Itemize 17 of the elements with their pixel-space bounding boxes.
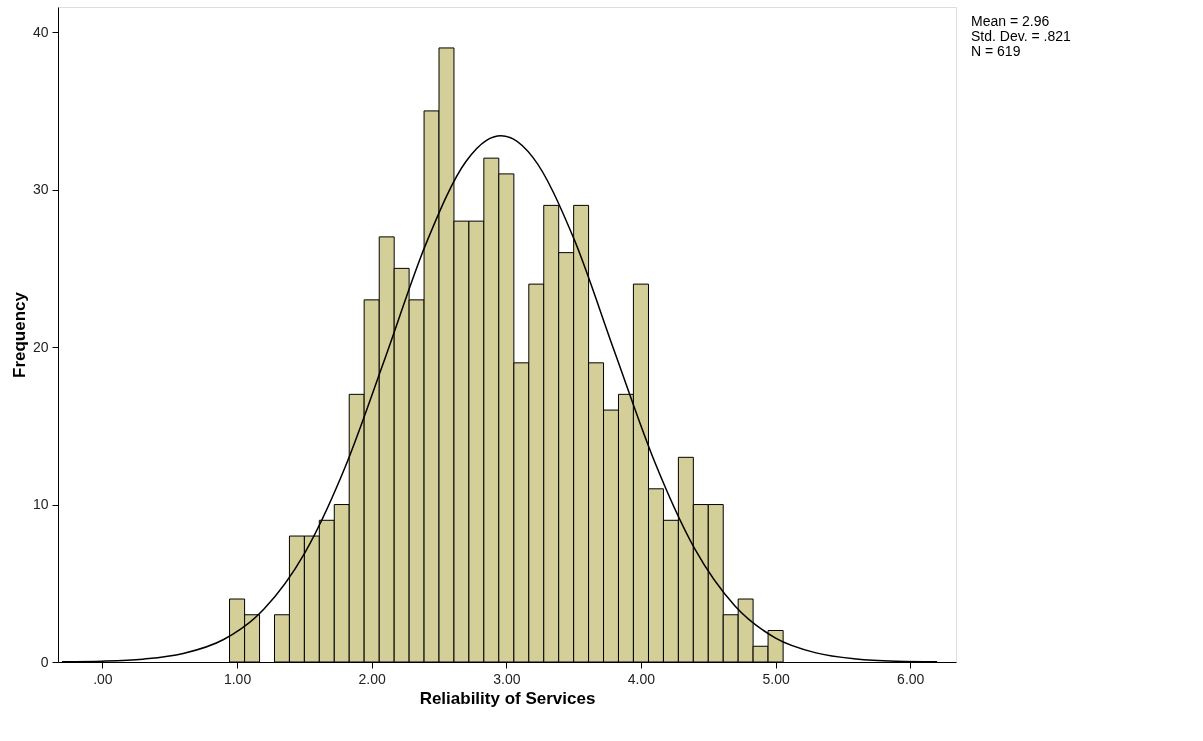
x-tick-label: 3.00 — [493, 670, 521, 687]
x-tick-label: .00 — [93, 670, 113, 687]
x-tick-label: 6.00 — [897, 670, 925, 687]
text: N = 619 — [971, 43, 1021, 59]
y-tick-label: 10 — [32, 496, 49, 513]
text: Mean = 2.96 — [971, 13, 1050, 29]
y-tick-label: 0 — [40, 653, 49, 670]
x-tick-label: 2.00 — [358, 670, 387, 687]
x-tick-label: 1.00 — [223, 670, 252, 687]
y-axis-title: Frequency — [9, 291, 29, 378]
x-axis-title: Reliability of Services — [419, 688, 596, 708]
x-tick-label: 5.00 — [762, 670, 790, 687]
x-tick-label: 4.00 — [627, 670, 656, 687]
y-tick-label: 40 — [32, 23, 49, 40]
y-tick-label: 20 — [32, 338, 49, 355]
y-tick-label: 30 — [32, 181, 49, 198]
text: Std. Dev. = .821 — [971, 28, 1071, 44]
